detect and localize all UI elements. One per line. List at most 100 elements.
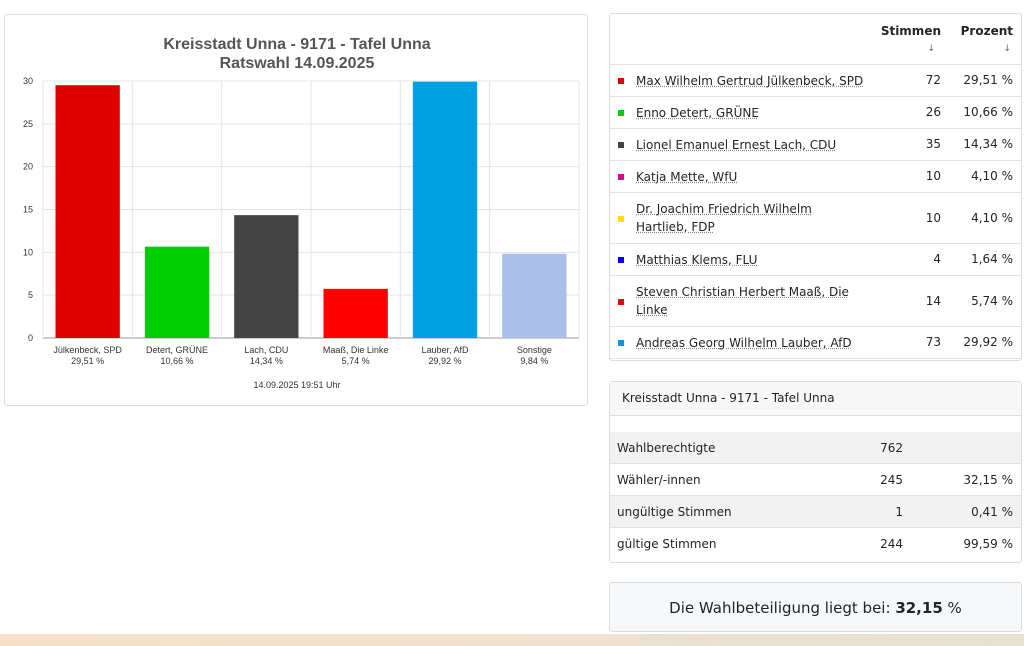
candidate-name-link[interactable]: Enno Detert, GRÜNE bbox=[636, 106, 759, 120]
summary-value: 762 bbox=[880, 441, 903, 455]
summary-row: gültige Stimmen 244 99,59 % bbox=[610, 528, 1021, 560]
party-color-swatch bbox=[618, 215, 624, 222]
x-percent-label: 29,51 % bbox=[71, 356, 104, 366]
results-row: Lionel Emanuel Ernest Lach, CDU 35 14,34 % bbox=[610, 129, 1021, 161]
candidate-votes: 14 bbox=[925, 293, 941, 308]
candidate-name-link[interactable]: Andreas Georg Wilhelm Lauber, AfD bbox=[636, 336, 852, 350]
candidate-name-link[interactable]: Steven Christian Herbert Maaß, Die Linke bbox=[636, 285, 849, 317]
chart-bars bbox=[55, 81, 567, 339]
x-category-label: Lauber, AfD bbox=[421, 345, 469, 355]
bar[interactable] bbox=[144, 246, 210, 338]
results-row: Steven Christian Herbert Maaß, Die Linke… bbox=[610, 276, 1021, 327]
summary-value: 244 bbox=[880, 537, 903, 551]
chart-card: Kreisstadt Unna - 9171 - Tafel Unna Rats… bbox=[4, 14, 588, 406]
bar[interactable] bbox=[323, 288, 388, 338]
summary-label: gültige Stimmen bbox=[617, 537, 717, 551]
y-tick-label: 30 bbox=[23, 76, 33, 86]
summary-row: ungültige Stimmen 1 0,41 % bbox=[610, 496, 1021, 528]
summary-label: Wahlberechtigte bbox=[617, 441, 716, 455]
results-row: Max Wilhelm Gertrud Jülkenbeck, SPD 72 29,… bbox=[610, 65, 1021, 97]
candidate-votes: 35 bbox=[925, 137, 941, 151]
chart-timestamp: 14.09.2025 19:51 Uhr bbox=[253, 380, 340, 390]
candidate-votes: 73 bbox=[925, 335, 941, 349]
y-tick-label: 20 bbox=[23, 162, 33, 172]
candidate-name-link[interactable]: Matthias Klems, FLU bbox=[636, 253, 758, 267]
candidate-percent: 4,10 % bbox=[971, 210, 1013, 225]
summary-title: Kreisstadt Unna - 9171 - Tafel Unna bbox=[610, 382, 1021, 416]
y-tick-label: 15 bbox=[23, 205, 33, 215]
chart-grid bbox=[42, 80, 580, 339]
candidate-name-link[interactable]: Dr. Joachim Friedrich Wilhelm Hartlieb, … bbox=[636, 202, 812, 234]
sort-arrow-icon[interactable]: ↓ bbox=[1003, 44, 1011, 54]
candidate-votes: 10 bbox=[925, 169, 941, 183]
turnout-value: 32,15 bbox=[895, 599, 943, 617]
votes-column-header[interactable]: Stimmen bbox=[880, 24, 941, 38]
candidate-percent: 10,66 % bbox=[963, 105, 1013, 119]
candidate-name-link[interactable]: Katja Mette, WfU bbox=[636, 170, 738, 184]
results-row: Dr. Joachim Friedrich Wilhelm Hartlieb, … bbox=[610, 193, 1021, 244]
candidate-name-link[interactable]: Lionel Emanuel Ernest Lach, CDU bbox=[636, 138, 837, 152]
candidate-percent: 4,10 % bbox=[971, 169, 1013, 183]
x-category-label: Sonstige bbox=[517, 345, 552, 355]
x-category-label: Lach, CDU bbox=[244, 345, 288, 355]
summary-value: 1 bbox=[895, 505, 903, 519]
candidate-name-link[interactable]: Max Wilhelm Gertrud Jülkenbeck, SPD bbox=[636, 74, 864, 88]
summary-row: Wahlberechtigte 762 bbox=[610, 432, 1021, 464]
candidate-percent: 29,51 % bbox=[963, 73, 1013, 87]
summary-percent: 0,41 % bbox=[971, 505, 1013, 519]
x-category-label: Jülkenbeck, SPD bbox=[53, 345, 122, 355]
results-table: Stimmen Prozent ↓ ↓ Max Wilhelm Gertrud … bbox=[609, 13, 1022, 361]
turnout-card: Die Wahlbeteiligung liegt bei: 32,15 % bbox=[609, 582, 1022, 632]
candidate-percent: 1,64 % bbox=[971, 252, 1013, 266]
summary-card: Kreisstadt Unna - 9171 - Tafel Unna Wahl… bbox=[609, 381, 1022, 563]
candidate-percent: 29,92 % bbox=[963, 335, 1013, 349]
summary-label: Wähler/-innen bbox=[617, 473, 701, 487]
turnout-text: Die Wahlbeteiligung liegt bei: bbox=[669, 599, 891, 617]
bar[interactable] bbox=[55, 85, 120, 339]
x-percent-label: 5,74 % bbox=[342, 356, 370, 366]
party-color-swatch bbox=[618, 257, 624, 263]
party-color-swatch bbox=[618, 78, 624, 84]
results-row: Enno Detert, GRÜNE 26 10,66 % bbox=[610, 97, 1021, 129]
bar-chart: Kreisstadt Unna - 9171 - Tafel Unna Rats… bbox=[23, 36, 580, 390]
candidate-votes: 72 bbox=[925, 73, 941, 87]
bar[interactable] bbox=[502, 253, 567, 338]
x-percent-label: 10,66 % bbox=[160, 356, 193, 366]
chart-subtitle: Ratswahl 14.09.2025 bbox=[220, 55, 375, 72]
bar[interactable] bbox=[234, 215, 299, 338]
candidate-percent: 5,74 % bbox=[971, 293, 1013, 308]
results-row: Matthias Klems, FLU 4 1,64 % bbox=[610, 244, 1021, 276]
y-tick-label: 0 bbox=[28, 333, 33, 343]
chart-title: Kreisstadt Unna - 9171 - Tafel Unna bbox=[163, 36, 430, 53]
x-percent-label: 14,34 % bbox=[250, 356, 283, 366]
summary-percent: 32,15 % bbox=[963, 473, 1013, 487]
candidate-votes: 4 bbox=[933, 252, 941, 266]
x-percent-label: 29,92 % bbox=[428, 356, 461, 366]
results-table-header: Stimmen Prozent ↓ ↓ bbox=[610, 14, 1021, 65]
x-percent-label: 9,84 % bbox=[520, 356, 548, 366]
party-color-swatch bbox=[618, 110, 624, 116]
candidate-votes: 10 bbox=[925, 210, 941, 225]
sort-arrow-icon[interactable]: ↓ bbox=[927, 44, 935, 54]
percent-column-header[interactable]: Prozent bbox=[960, 24, 1013, 38]
results-row: Katja Mette, WfU 10 4,10 % bbox=[610, 161, 1021, 193]
bottom-strip bbox=[0, 634, 1024, 646]
party-color-swatch bbox=[618, 298, 624, 305]
bar[interactable] bbox=[412, 81, 478, 338]
party-color-swatch bbox=[618, 340, 624, 346]
party-color-swatch bbox=[618, 174, 624, 180]
y-tick-label: 10 bbox=[23, 247, 33, 257]
x-category-label: Detert, GRÜNE bbox=[146, 345, 208, 355]
summary-value: 245 bbox=[880, 473, 903, 487]
results-row: Andreas Georg Wilhelm Lauber, AfD 73 29,92… bbox=[610, 327, 1021, 359]
turnout-unit: % bbox=[947, 599, 962, 617]
y-tick-label: 25 bbox=[23, 119, 33, 129]
party-color-swatch bbox=[618, 142, 624, 148]
candidate-percent: 14,34 % bbox=[963, 137, 1013, 151]
summary-label: ungültige Stimmen bbox=[617, 505, 732, 519]
y-tick-label: 5 bbox=[28, 290, 33, 300]
summary-percent: 99,59 % bbox=[963, 537, 1013, 551]
summary-row: Wähler/-innen 245 32,15 % bbox=[610, 464, 1021, 496]
candidate-votes: 26 bbox=[925, 105, 941, 119]
